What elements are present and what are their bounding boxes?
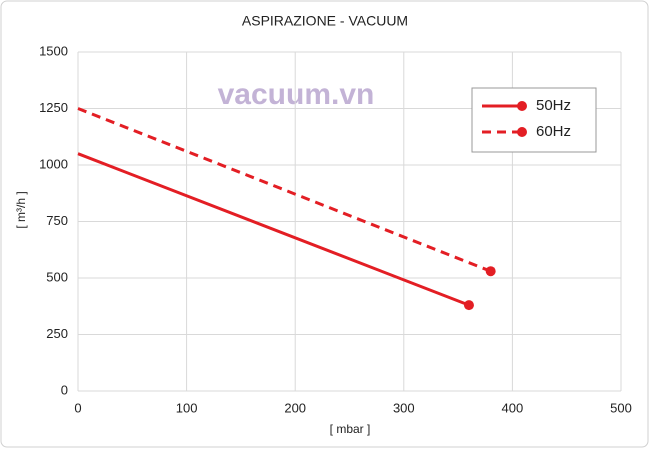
y-tick-label: 0 (61, 382, 68, 397)
x-tick-label: 300 (393, 400, 415, 415)
watermark: vacuum.vn (218, 78, 375, 111)
x-tick-label: 500 (610, 400, 632, 415)
y-tick-label: 250 (46, 326, 68, 341)
end-marker (485, 266, 496, 277)
y-tick-label: 1250 (39, 100, 68, 115)
legend-label: 60Hz (536, 123, 571, 140)
x-tick-label: 0 (74, 400, 81, 415)
y-tick-label: 750 (46, 213, 68, 228)
legend-marker (517, 101, 527, 111)
chart-title: ASPIRAZIONE - VACUUM (242, 13, 408, 29)
legend-marker (517, 127, 527, 137)
x-tick-label: 200 (284, 400, 306, 415)
legend-box (471, 87, 597, 153)
x-tick-label: 100 (176, 400, 198, 415)
y-axis-label: [ m³/h ] (14, 191, 28, 228)
end-marker (463, 300, 474, 311)
series-line (77, 152, 470, 307)
x-tick-label: 400 (502, 400, 524, 415)
legend-label: 50Hz (536, 97, 571, 114)
y-tick-label: 1500 (39, 43, 68, 58)
y-tick-label: 1000 (39, 156, 68, 171)
x-axis-label: [ mbar ] (330, 422, 371, 436)
y-tick-label: 500 (46, 269, 68, 284)
